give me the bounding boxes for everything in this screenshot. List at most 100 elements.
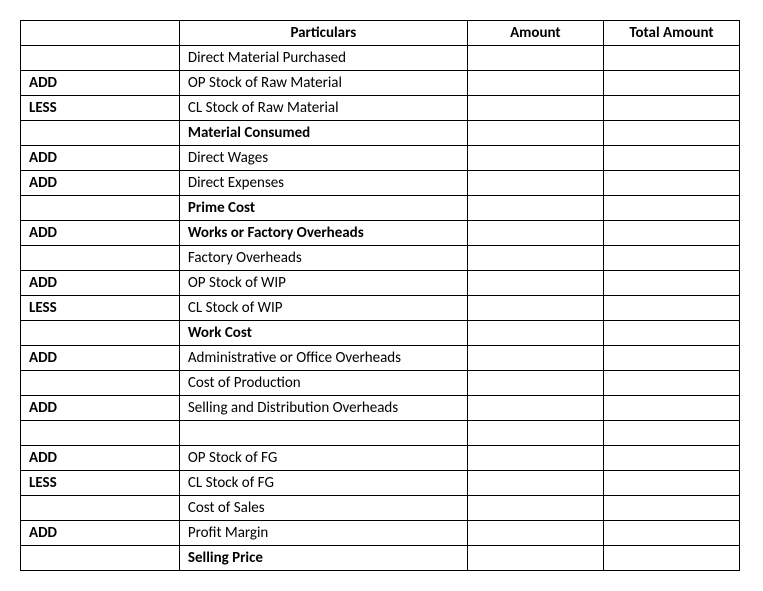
table-row: LESSCL Stock of FG xyxy=(21,471,740,496)
op-cell xyxy=(21,321,180,346)
table-body: Direct Material PurchasedADDOP Stock of … xyxy=(21,46,740,571)
particulars-cell: Work Cost xyxy=(179,321,467,346)
total-cell xyxy=(603,46,739,71)
total-cell xyxy=(603,396,739,421)
particulars-cell: CL Stock of Raw Material xyxy=(179,96,467,121)
op-cell xyxy=(21,421,180,446)
total-cell xyxy=(603,146,739,171)
op-cell: ADD xyxy=(21,171,180,196)
table-row xyxy=(21,421,740,446)
amount-cell xyxy=(467,371,603,396)
amount-cell xyxy=(467,521,603,546)
particulars-cell xyxy=(179,421,467,446)
table-row: LESSCL Stock of Raw Material xyxy=(21,96,740,121)
table-row: ADDProfit Margin xyxy=(21,521,740,546)
header-particulars: Particulars xyxy=(179,21,467,46)
op-cell xyxy=(21,246,180,271)
amount-cell xyxy=(467,96,603,121)
amount-cell xyxy=(467,146,603,171)
total-cell xyxy=(603,296,739,321)
amount-cell xyxy=(467,321,603,346)
table-row: LESSCL Stock of WIP xyxy=(21,296,740,321)
particulars-cell: OP Stock of WIP xyxy=(179,271,467,296)
total-cell xyxy=(603,496,739,521)
particulars-cell: Cost of Sales xyxy=(179,496,467,521)
total-cell xyxy=(603,121,739,146)
op-cell xyxy=(21,371,180,396)
particulars-cell: CL Stock of FG xyxy=(179,471,467,496)
total-cell xyxy=(603,471,739,496)
particulars-cell: Profit Margin xyxy=(179,521,467,546)
header-amount: Amount xyxy=(467,21,603,46)
op-cell xyxy=(21,496,180,521)
amount-cell xyxy=(467,396,603,421)
particulars-cell: CL Stock of WIP xyxy=(179,296,467,321)
amount-cell xyxy=(467,296,603,321)
op-cell: ADD xyxy=(21,146,180,171)
particulars-cell: Material Consumed xyxy=(179,121,467,146)
total-cell xyxy=(603,421,739,446)
particulars-cell: Cost of Production xyxy=(179,371,467,396)
op-cell: LESS xyxy=(21,296,180,321)
op-cell xyxy=(21,196,180,221)
total-cell xyxy=(603,271,739,296)
total-cell xyxy=(603,521,739,546)
total-cell xyxy=(603,346,739,371)
particulars-cell: Direct Wages xyxy=(179,146,467,171)
op-cell: ADD xyxy=(21,271,180,296)
table-row: Direct Material Purchased xyxy=(21,46,740,71)
op-cell xyxy=(21,121,180,146)
table-row: ADDOP Stock of Raw Material xyxy=(21,71,740,96)
particulars-cell: Prime Cost xyxy=(179,196,467,221)
particulars-cell: Selling Price xyxy=(179,546,467,571)
amount-cell xyxy=(467,246,603,271)
amount-cell xyxy=(467,346,603,371)
op-cell: ADD xyxy=(21,221,180,246)
amount-cell xyxy=(467,196,603,221)
op-cell: LESS xyxy=(21,96,180,121)
amount-cell xyxy=(467,171,603,196)
table-header-row: Particulars Amount Total Amount xyxy=(21,21,740,46)
op-cell xyxy=(21,46,180,71)
table-row: ADDOP Stock of FG xyxy=(21,446,740,471)
amount-cell xyxy=(467,471,603,496)
table-row: ADDAdministrative or Office Overheads xyxy=(21,346,740,371)
table-row: Prime Cost xyxy=(21,196,740,221)
op-cell: ADD xyxy=(21,71,180,96)
header-op xyxy=(21,21,180,46)
table-row: ADDOP Stock of WIP xyxy=(21,271,740,296)
table-row: Material Consumed xyxy=(21,121,740,146)
particulars-cell: OP Stock of FG xyxy=(179,446,467,471)
op-cell: LESS xyxy=(21,471,180,496)
amount-cell xyxy=(467,446,603,471)
amount-cell xyxy=(467,496,603,521)
op-cell xyxy=(21,546,180,571)
total-cell xyxy=(603,446,739,471)
particulars-cell: Works or Factory Overheads xyxy=(179,221,467,246)
amount-cell xyxy=(467,271,603,296)
header-total: Total Amount xyxy=(603,21,739,46)
amount-cell xyxy=(467,121,603,146)
amount-cell xyxy=(467,46,603,71)
particulars-cell: Factory Overheads xyxy=(179,246,467,271)
table-row: Cost of Sales xyxy=(21,496,740,521)
particulars-cell: OP Stock of Raw Material xyxy=(179,71,467,96)
table-row: Work Cost xyxy=(21,321,740,346)
table-row: ADDDirect Wages xyxy=(21,146,740,171)
total-cell xyxy=(603,371,739,396)
amount-cell xyxy=(467,421,603,446)
cost-sheet-table: Particulars Amount Total Amount Direct M… xyxy=(20,20,740,571)
total-cell xyxy=(603,321,739,346)
total-cell xyxy=(603,196,739,221)
table-row: ADDDirect Expenses xyxy=(21,171,740,196)
amount-cell xyxy=(467,221,603,246)
total-cell xyxy=(603,246,739,271)
total-cell xyxy=(603,546,739,571)
op-cell: ADD xyxy=(21,446,180,471)
particulars-cell: Administrative or Office Overheads xyxy=(179,346,467,371)
total-cell xyxy=(603,71,739,96)
particulars-cell: Direct Material Purchased xyxy=(179,46,467,71)
total-cell xyxy=(603,171,739,196)
table-row: Cost of Production xyxy=(21,371,740,396)
op-cell: ADD xyxy=(21,521,180,546)
